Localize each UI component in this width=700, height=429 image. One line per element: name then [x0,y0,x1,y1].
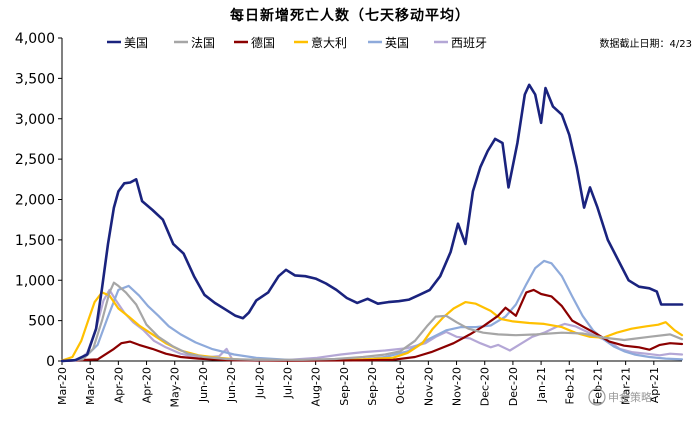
x-tick-label: Jul-20 [281,367,294,399]
x-tick-label: Jan-21 [535,367,548,403]
x-tick-label: Mar-21 [620,367,633,405]
x-tick-label: Jun-20 [225,367,238,403]
series-line [60,288,684,363]
wechat-icon [588,388,606,406]
legend-label: 美国 [124,36,148,50]
y-tick-label: 2,500 [15,152,55,168]
x-tick-label: Feb-21 [591,367,604,404]
x-axis: Mar-20 Mar-20 Apr-20 Apr-20 May-20 Jun-20 Jun-… [56,360,682,408]
x-tick-label: Dec-20 [479,367,492,406]
x-tick-label: Sep-20 [338,367,351,406]
y-tick-label: 0 [46,354,55,370]
x-tick-label: Jul-20 [253,367,266,399]
watermark-text: 申金策略 [608,390,652,404]
data-cutoff-note: 数据截止日期：4/23 [600,37,692,50]
x-tick-label: Nov-20 [451,367,464,406]
x-tick-label: Mar-20 [84,367,97,405]
x-tick-label: Aug-20 [310,367,323,406]
x-tick-label: Apr-21 [648,367,661,403]
y-tick-label: 3,500 [15,71,55,87]
x-tick-label: Nov-20 [422,367,435,406]
x-tick-label: Mar-20 [56,367,69,405]
y-axis: 0 500 1,000 1,500 2,000 2,500 3,000 3,500 4,000 [15,31,63,370]
x-tick-label: Sep-20 [366,367,379,406]
watermark: 申金策略 [588,388,652,406]
y-tick-label: 2,000 [15,193,55,209]
y-tick-label: 500 [28,314,55,330]
legend-label: 德国 [251,35,275,50]
y-tick-label: 3,000 [15,112,55,128]
series-line [60,281,684,363]
y-tick-label: 1,500 [15,233,55,249]
legend-label: 法国 [191,36,215,50]
plot-area [60,83,684,363]
x-tick-label: Apr-20 [112,367,125,403]
legend-label: 西班牙 [451,36,487,50]
y-tick-label: 1,000 [15,273,55,289]
x-tick-label: Dec-20 [507,367,520,406]
x-tick-label: Feb-21 [563,367,576,404]
x-tick-label: Oct-20 [394,367,407,404]
legend-label: 英国 [385,36,409,50]
series-line [60,83,684,363]
chart-title: 每日新增死亡人数（七天移动平均） [230,7,470,24]
x-tick-label: May-20 [169,367,182,408]
series-line [60,259,684,363]
x-tick-label: Apr-20 [141,367,154,403]
legend: 美国 法国 德国 意大利 英国 西班牙 [107,35,487,50]
x-tick-label: Jun-20 [197,367,210,403]
y-tick-label: 4,000 [15,31,55,47]
legend-label: 意大利 [311,35,347,50]
